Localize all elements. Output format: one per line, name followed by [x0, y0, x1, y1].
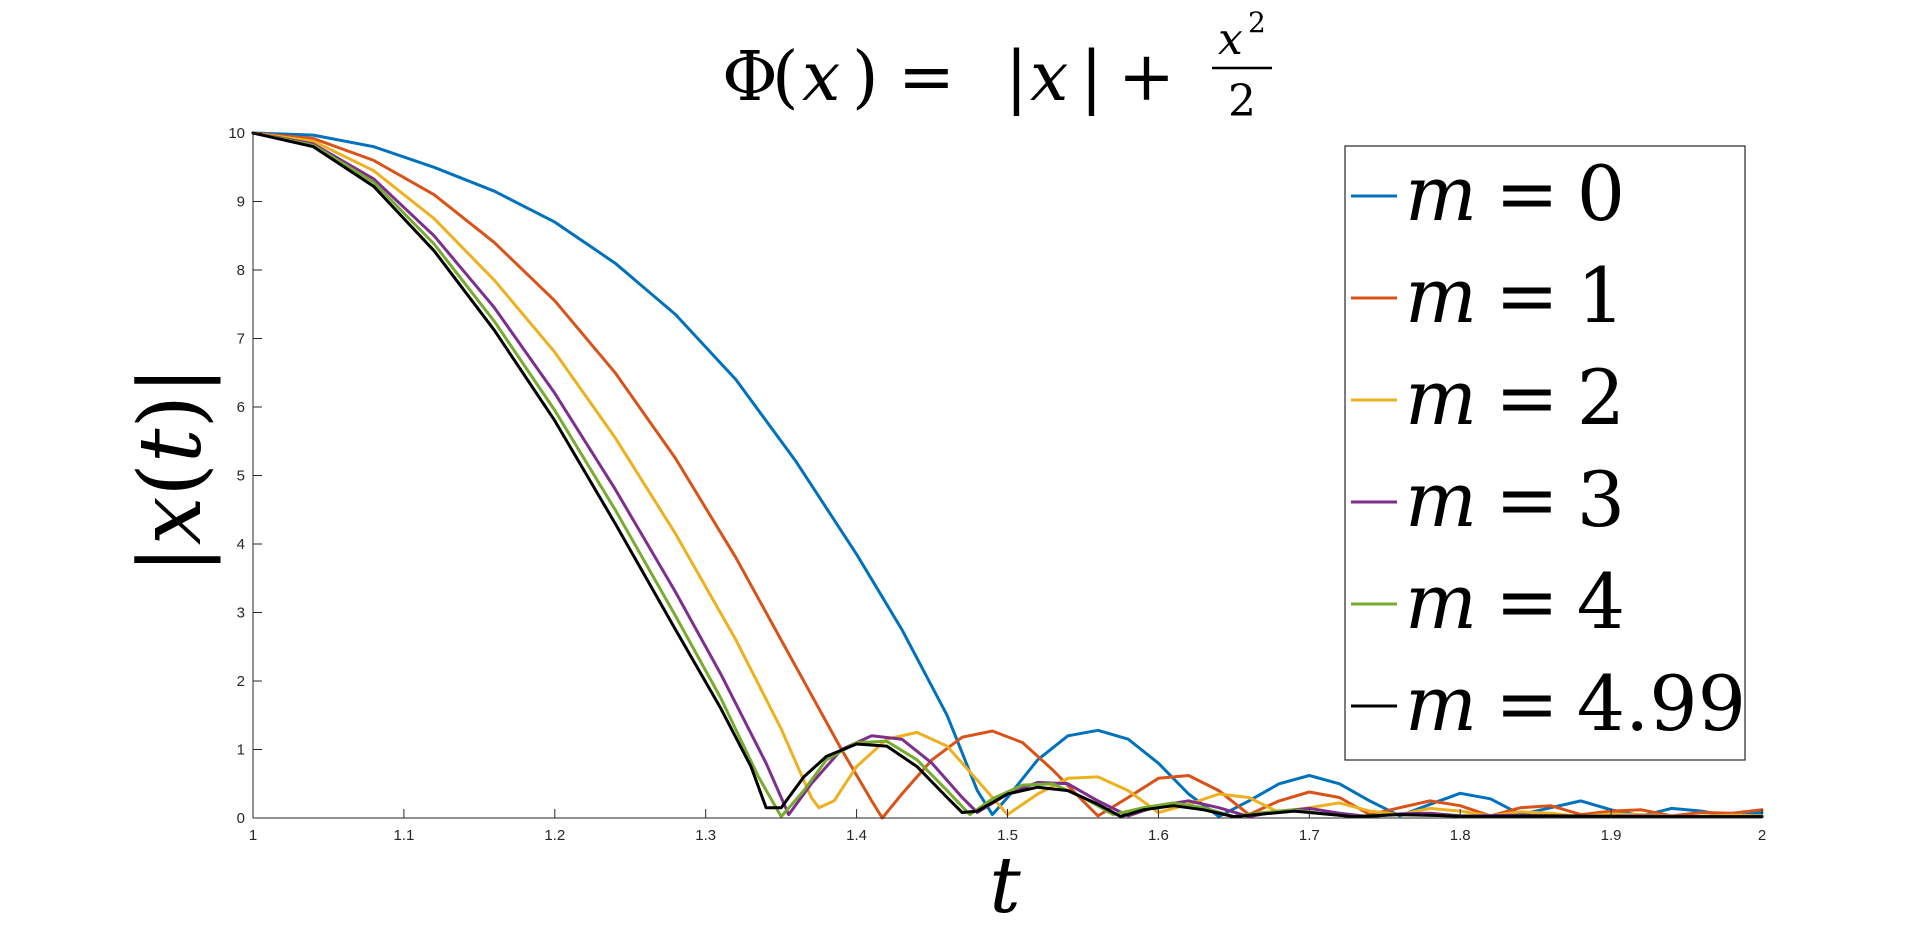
- ylabel-t: t: [121, 428, 221, 463]
- y-tick-label: 1: [237, 742, 245, 759]
- legend-eq: =: [1495, 149, 1559, 238]
- legend-label-m-4: m = 4: [1405, 557, 1625, 646]
- y-tick-label: 3: [237, 605, 245, 622]
- x-tick-label: 1.9: [1601, 827, 1622, 844]
- series-line-m-1: [251, 131, 1764, 820]
- title-abs-x: x: [1030, 38, 1068, 117]
- legend-box: [1344, 145, 1746, 761]
- legend-label-m-4-99: m = 4.99: [1405, 659, 1746, 748]
- title-paren-open: (: [772, 38, 799, 117]
- chart-title: Φ ( x ) = | x | + x 2 2: [722, 6, 1272, 127]
- title-frac-num-x: x: [1218, 14, 1243, 65]
- x-tick-label: 1.2: [544, 827, 565, 844]
- series-line-m-2: [251, 131, 1764, 819]
- y-tick-label: 5: [237, 468, 245, 485]
- title-equals: =: [898, 38, 955, 117]
- x-tick-label: 1: [249, 827, 257, 844]
- x-tick-label: 1.4: [846, 827, 867, 844]
- y-tick-label: 7: [237, 331, 245, 348]
- title-frac-den: 2: [1228, 76, 1256, 127]
- x-tick-label: 1.5: [997, 827, 1018, 844]
- x-tick-label: 1.6: [1148, 827, 1169, 844]
- series-group: [251, 131, 1764, 820]
- y-tick-label: 10: [228, 125, 245, 142]
- y-tick-label: 4: [237, 536, 245, 553]
- series-line-m-0: [251, 131, 1764, 819]
- legend-value: 1: [1577, 251, 1625, 340]
- title-x: x: [802, 38, 840, 117]
- ylabel-bar-open: |: [121, 545, 221, 574]
- y-tick-label: 2: [237, 673, 245, 690]
- title-phi: Φ: [722, 38, 778, 117]
- ylabel-x: x: [121, 497, 221, 546]
- x-tick-label: 2: [1758, 827, 1766, 844]
- y-tick-label: 8: [237, 262, 245, 279]
- legend-label-m-3: m = 3: [1405, 455, 1625, 544]
- y-tick-label: 0: [237, 810, 245, 827]
- ylabel-bar-close: |: [121, 366, 221, 395]
- series-line-m-4-99: [251, 131, 1764, 819]
- title-paren-close: ): [852, 38, 879, 117]
- legend-value: 3: [1577, 455, 1625, 544]
- legend-label-m-2: m = 2: [1405, 353, 1625, 442]
- legend-var: m: [1405, 659, 1477, 748]
- legend-eq: =: [1495, 251, 1559, 340]
- legend-var: m: [1405, 557, 1477, 646]
- legend-eq: =: [1495, 455, 1559, 544]
- ylabel-paren-close: ): [121, 395, 221, 429]
- x-tick-label: 1.8: [1450, 827, 1471, 844]
- legend-var: m: [1405, 353, 1477, 442]
- legend-var: m: [1405, 149, 1477, 238]
- title-frac-num-exp: 2: [1248, 6, 1266, 39]
- legend-label-m-1: m = 1: [1405, 251, 1625, 340]
- legend-value: 4: [1577, 557, 1625, 646]
- x-tick-label: 1.7: [1299, 827, 1320, 844]
- legend-var: m: [1405, 251, 1477, 340]
- legend-label-m-0: m = 0: [1405, 149, 1625, 238]
- title-plus: +: [1118, 38, 1175, 117]
- legend-eq: =: [1495, 557, 1559, 646]
- legend-value: 4.99: [1577, 659, 1746, 748]
- legend-eq: =: [1495, 659, 1559, 748]
- y-tick-label: 6: [237, 399, 245, 416]
- axes-group: 1 1.1 1.2 1.3 1.4 1.5 1.6 1.7 1.8 1.9 201234567891…: [228, 125, 1766, 844]
- ylabel-paren-open: (: [121, 463, 221, 497]
- x-tick-label: 1.3: [695, 827, 716, 844]
- series-line-m-3: [251, 131, 1764, 819]
- legend-value: 0: [1577, 149, 1625, 238]
- y-axis-label: |x(t)|: [121, 366, 221, 574]
- title-abs-close: |: [1080, 38, 1103, 117]
- legend-eq: =: [1495, 353, 1559, 442]
- svg-text:|x(t)|: |x(t)|: [121, 366, 221, 574]
- title-abs-open: |: [1005, 38, 1028, 117]
- legend-var: m: [1405, 455, 1477, 544]
- x-tick-label: 1.1: [393, 827, 414, 844]
- legend: m = 0m = 1m = 2m = 3m = 4m = 4.99: [1344, 145, 1746, 761]
- legend-value: 2: [1577, 353, 1625, 442]
- x-axis-label: t: [989, 841, 1021, 931]
- y-tick-label: 9: [237, 194, 245, 211]
